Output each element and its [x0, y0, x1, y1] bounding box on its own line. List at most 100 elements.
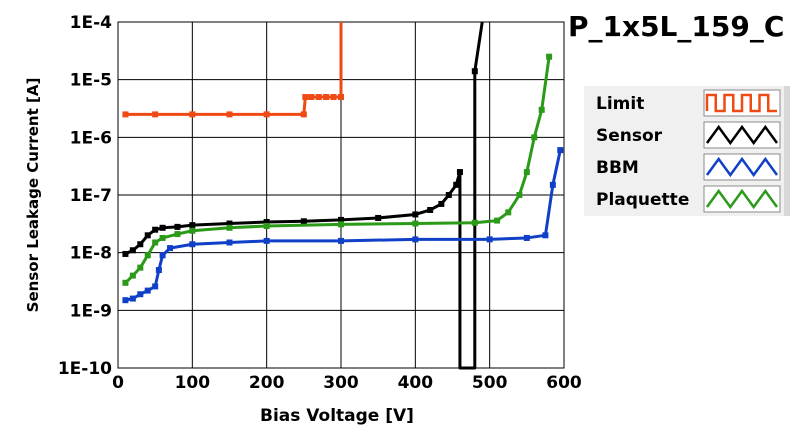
series-plaquette	[122, 53, 553, 286]
data-point	[189, 241, 196, 248]
tick-labels: 0 100 200 300 400 500 600 1E-10 1E-9 1E-8 1E-7 1E-6…	[58, 13, 582, 393]
data-point	[438, 200, 445, 207]
data-point	[263, 223, 270, 230]
legend-label-limit: Limit	[596, 94, 644, 114]
data-point	[152, 239, 159, 246]
data-point	[159, 252, 166, 259]
data-point	[300, 218, 307, 225]
legend-pattern-sensor	[705, 124, 779, 146]
data-point	[471, 68, 478, 75]
data-point	[315, 94, 322, 101]
data-point	[226, 239, 233, 246]
data-point	[542, 232, 549, 239]
series-layer	[122, 21, 564, 370]
data-point	[338, 94, 344, 101]
data-point	[302, 94, 309, 101]
chart-title: P_1x5L_159_C	[568, 10, 784, 43]
data-point	[144, 232, 151, 239]
legend-pattern-limit	[705, 93, 777, 113]
legend-label-bbm: BBM	[596, 158, 639, 178]
data-point	[323, 94, 330, 101]
data-point	[174, 223, 181, 230]
data-point	[516, 192, 523, 198]
data-point	[226, 111, 233, 118]
data-point	[471, 219, 478, 226]
data-point	[375, 214, 382, 221]
data-point	[226, 220, 233, 227]
data-point	[263, 237, 270, 244]
x-tick-label: 300	[323, 373, 359, 393]
y-tick-label: 1E-5	[70, 71, 112, 91]
series-limit	[122, 22, 344, 118]
legend-scrollbar[interactable]	[784, 86, 790, 216]
x-axis-label: Bias Voltage [V]	[260, 406, 414, 426]
data-point	[523, 169, 530, 176]
data-point	[174, 231, 181, 238]
data-point	[453, 181, 460, 188]
data-point	[546, 53, 553, 60]
data-point	[122, 250, 129, 257]
x-tick-label: 0	[112, 373, 124, 393]
data-point	[189, 111, 196, 118]
data-point	[189, 222, 196, 229]
y-tick-label: 1E-9	[70, 301, 112, 321]
data-point	[300, 111, 307, 118]
x-tick-label: 100	[175, 373, 211, 393]
data-point	[263, 219, 270, 226]
data-point	[129, 247, 136, 254]
data-point	[412, 220, 419, 227]
data-point	[308, 94, 315, 101]
data-point	[531, 134, 538, 141]
data-point	[412, 211, 419, 218]
data-point	[159, 224, 166, 231]
data-point	[137, 241, 144, 248]
data-point	[412, 236, 419, 243]
x-tick-label: 400	[398, 373, 434, 393]
legend-label-sensor: Sensor	[596, 126, 663, 146]
data-point	[152, 226, 159, 233]
data-point	[167, 245, 174, 252]
data-point	[137, 291, 144, 298]
data-point	[338, 216, 344, 223]
data-point	[330, 94, 337, 101]
y-tick-label: 1E-7	[70, 186, 112, 206]
x-tick-label: 600	[546, 373, 582, 393]
data-point	[122, 297, 129, 304]
data-point	[226, 224, 233, 231]
data-point	[445, 192, 452, 198]
data-point	[505, 209, 512, 216]
data-point	[456, 169, 463, 176]
data-point	[122, 111, 129, 118]
series-sensor	[122, 21, 484, 370]
data-point	[338, 221, 344, 228]
x-tick-label: 200	[249, 373, 285, 393]
data-point	[263, 111, 270, 118]
y-tick-label: 1E-6	[70, 128, 112, 148]
data-point	[122, 279, 129, 286]
data-point	[494, 217, 501, 224]
legend-pattern-plaquette	[705, 188, 779, 210]
grid	[117, 21, 565, 369]
data-point	[137, 264, 144, 271]
y-tick-label: 1E-8	[70, 244, 112, 264]
data-point	[144, 252, 151, 259]
data-point	[189, 227, 196, 234]
data-point	[557, 147, 564, 154]
data-point	[155, 267, 162, 274]
data-point	[144, 287, 151, 294]
legend: Limit Sensor BBM Plaquette	[584, 86, 790, 216]
data-point	[523, 234, 530, 241]
data-point	[152, 111, 159, 118]
legend-pattern-bbm	[705, 156, 779, 178]
y-tick-label: 1E-4	[70, 13, 112, 33]
data-point	[486, 236, 493, 243]
data-point	[538, 106, 545, 113]
data-point	[427, 206, 434, 213]
data-point	[129, 272, 136, 279]
data-point	[152, 283, 159, 290]
data-point	[549, 181, 556, 188]
data-point	[338, 237, 344, 244]
y-tick-label: 1E-10	[58, 359, 112, 379]
legend-label-plaquette: Plaquette	[596, 190, 689, 210]
